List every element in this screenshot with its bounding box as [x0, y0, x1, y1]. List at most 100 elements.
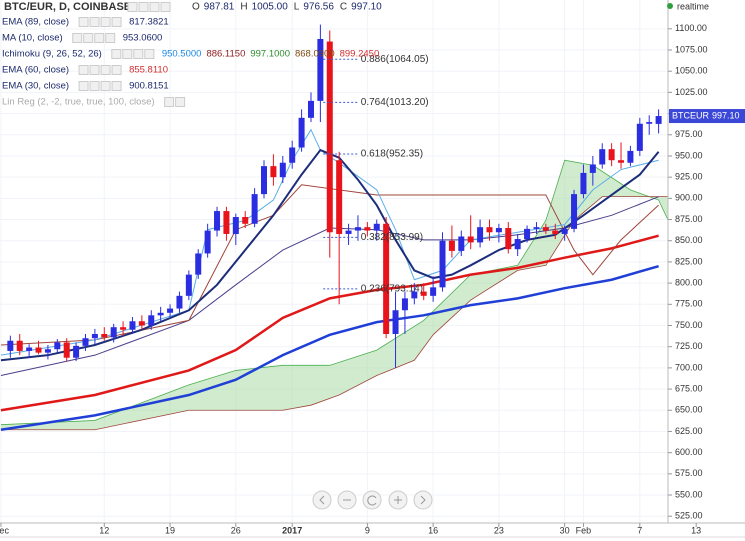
legend-value: 899.2450	[340, 49, 380, 60]
legend-icon[interactable]	[78, 81, 89, 91]
x-tick-label: 2017	[282, 525, 302, 535]
candle-body	[204, 230, 211, 254]
x-tick-label: 23	[494, 525, 504, 535]
candle-body	[251, 194, 258, 224]
legend-icon[interactable]	[94, 33, 105, 43]
legend-value: 900.8151	[129, 81, 169, 92]
legend-name: EMA (89, close)	[2, 17, 69, 28]
legend-icon[interactable]	[138, 2, 149, 12]
legend-icon[interactable]	[89, 65, 100, 75]
scroll-left-button[interactable]	[312, 490, 332, 510]
legend-icon[interactable]	[160, 2, 171, 12]
x-tick-label: 19	[165, 525, 175, 535]
candle-body	[618, 160, 625, 163]
symbol-title: BTC/EUR, D, COINBASE	[4, 1, 131, 13]
legend-icon[interactable]	[149, 2, 160, 12]
candle-body	[599, 149, 606, 165]
candle-body	[26, 347, 33, 351]
legend-icon[interactable]	[105, 33, 116, 43]
candle-body	[63, 342, 70, 358]
zoom-out-button[interactable]	[337, 490, 357, 510]
legend-icon[interactable]	[72, 33, 83, 43]
legend-icon[interactable]	[111, 49, 122, 59]
y-tick-label: 775.00	[675, 299, 703, 309]
legend-icon[interactable]	[164, 97, 175, 107]
legend-icon[interactable]	[111, 81, 122, 91]
y-tick-label: 800.00	[675, 277, 703, 287]
legend-value: 886.1150	[206, 49, 245, 60]
legend-icon[interactable]	[133, 49, 144, 59]
legend-icon[interactable]	[175, 97, 186, 107]
y-tick-label: 550.00	[675, 489, 703, 499]
candle-body	[261, 166, 268, 195]
candle-body	[411, 291, 418, 299]
legend-value: 953.0600	[123, 33, 163, 44]
x-tick-label: 13	[691, 525, 701, 535]
legend-icon[interactable]	[89, 81, 100, 91]
legend-icon[interactable]	[89, 17, 100, 27]
y-tick-label: 575.00	[675, 468, 703, 478]
legend-icon[interactable]	[100, 17, 111, 27]
legend-icon[interactable]	[111, 65, 122, 75]
candle-body	[289, 147, 296, 163]
reset-button[interactable]	[362, 490, 382, 510]
ohlc-key: H	[240, 2, 247, 13]
candle-body	[167, 308, 174, 313]
candle-body	[439, 240, 446, 288]
candle-body	[223, 211, 230, 234]
candle-body	[373, 223, 380, 231]
y-tick-label: 1075.00	[675, 44, 708, 54]
legend-icon[interactable]	[111, 17, 122, 27]
y-tick-label: 875.00	[675, 214, 703, 224]
legend-icon[interactable]	[100, 65, 111, 75]
nav-buttons[interactable]	[312, 490, 433, 510]
ohlc-value: 987.81	[204, 2, 235, 13]
legend-icon[interactable]	[78, 65, 89, 75]
x-tick-label: 26	[231, 525, 241, 535]
x-tick-label: Feb	[576, 525, 592, 535]
fib-label: 0.382(853.99)	[361, 232, 423, 243]
legend-icon[interactable]	[100, 81, 111, 91]
y-tick-label: 625.00	[675, 426, 703, 436]
legend-value: 997.1000	[250, 49, 290, 60]
candle-body	[317, 38, 324, 101]
y-tick-label: 1025.00	[675, 87, 708, 97]
candle-body	[148, 315, 155, 326]
candle-body	[467, 236, 474, 243]
legend-icon[interactable]	[122, 49, 133, 59]
indicator-line	[0, 184, 659, 346]
candle-body	[646, 122, 653, 124]
y-tick-label: 900.00	[675, 193, 703, 203]
candle-body	[101, 333, 108, 338]
legend-name: EMA (60, close)	[2, 65, 69, 76]
candle-body	[636, 123, 643, 151]
cloud-span-b	[0, 196, 668, 431]
x-tick-label: 9	[365, 525, 370, 535]
legend-value: 868.0900	[295, 49, 335, 60]
x-tick-label: Dec	[0, 525, 9, 535]
y-tick-label: 700.00	[675, 362, 703, 372]
candle-body	[176, 295, 183, 309]
candle-body	[392, 310, 399, 334]
legend-icon[interactable]	[144, 49, 155, 59]
legend-icon[interactable]	[83, 33, 94, 43]
candle-body	[364, 227, 371, 231]
y-tick-label: 600.00	[675, 447, 703, 457]
fib-label: 0.618(952.35)	[361, 149, 423, 160]
price-tag	[669, 109, 745, 124]
fib-label: 0.764(1013.20)	[361, 97, 429, 108]
y-tick-label: 750.00	[675, 320, 703, 330]
candle-body	[110, 327, 117, 338]
candle-body	[54, 342, 61, 350]
candle-body	[477, 227, 484, 243]
candle-body	[138, 321, 145, 326]
ichimoku-cloud	[0, 160, 668, 430]
legend-value: 855.8110	[129, 65, 168, 76]
candle-body	[514, 239, 521, 250]
legend-icon[interactable]	[78, 17, 89, 27]
scroll-right-button[interactable]	[413, 490, 433, 510]
ohlc-value: 1005.00	[252, 2, 289, 13]
legend-value: 950.5000	[162, 49, 202, 60]
legend-icon[interactable]	[127, 2, 138, 12]
zoom-in-button[interactable]	[388, 490, 408, 510]
